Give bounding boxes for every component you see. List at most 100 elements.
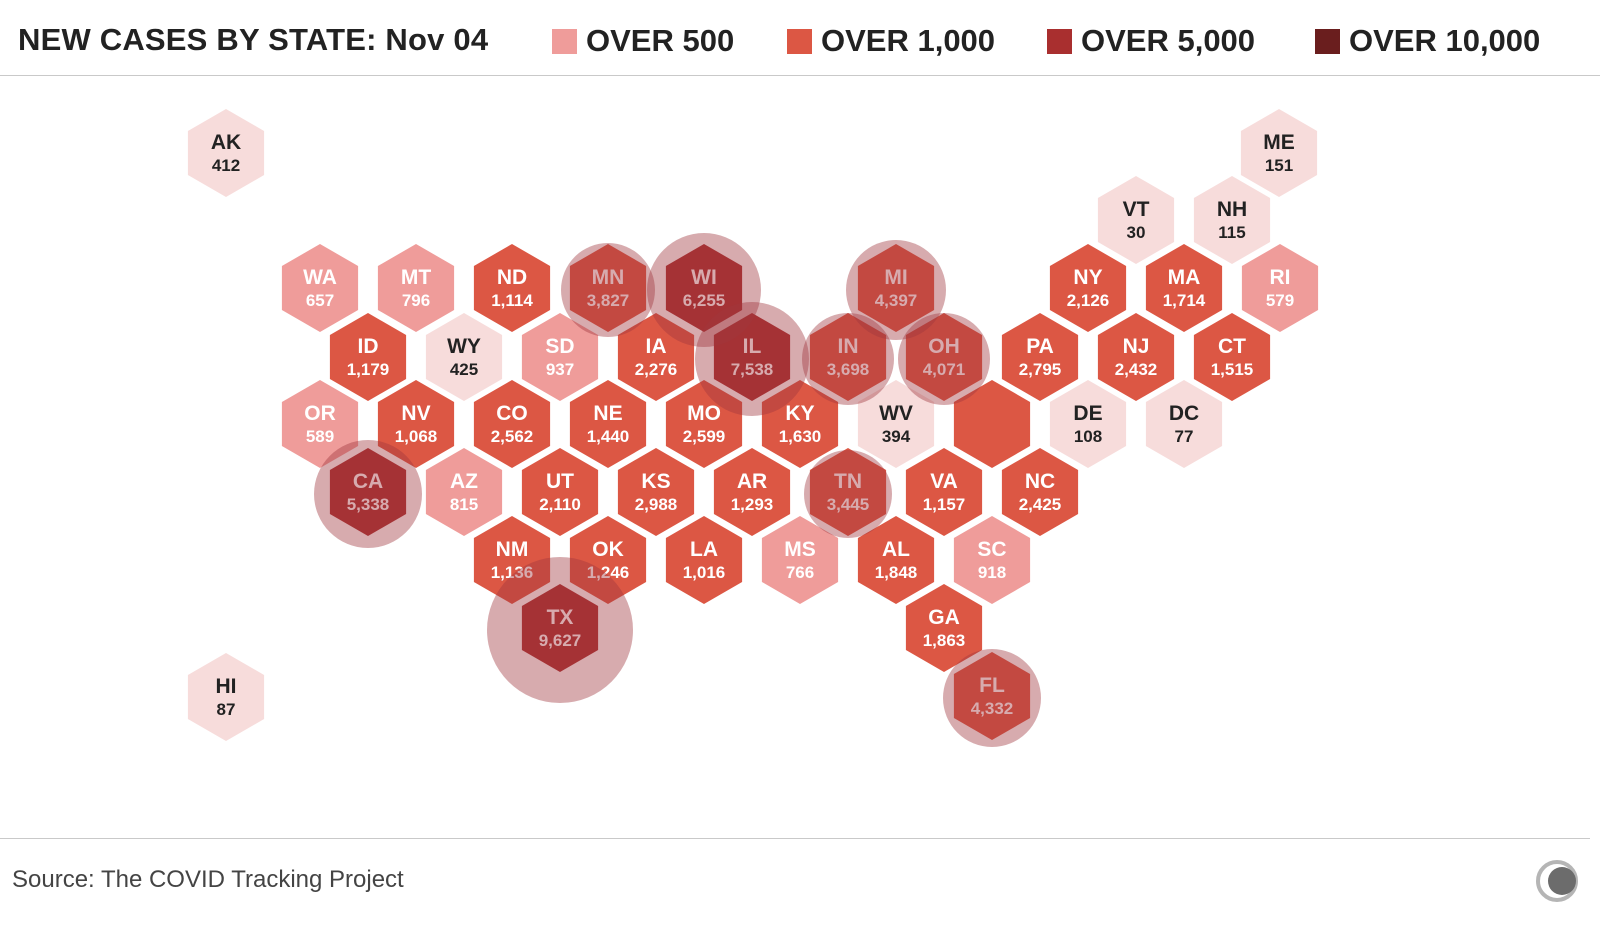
- hex-shape: [1001, 313, 1079, 401]
- hex-shape: [1097, 313, 1175, 401]
- hex-shape: [281, 244, 359, 332]
- state-cases-label: 1,848: [875, 563, 918, 582]
- hex-shape: [857, 380, 935, 468]
- state-hex-in: IN 3,698: [809, 313, 887, 401]
- hex-shape: [377, 380, 455, 468]
- state-cases-label: 2,110: [539, 495, 581, 514]
- state-hex-wv: WV 394: [857, 380, 935, 468]
- state-hex-ma: MA 1,714: [1145, 244, 1223, 332]
- state-hex-ks: KS 2,988: [617, 448, 695, 536]
- legend-label: OVER 1,000: [821, 23, 996, 58]
- header: NEW CASES BY STATE: Nov 04 OVER 500 OVER…: [0, 0, 1600, 76]
- state-abbr-label: CA: [353, 470, 383, 493]
- state-hex-tn: TN 3,445: [809, 448, 887, 536]
- state-hex-ri: RI 579: [1241, 244, 1319, 332]
- state-hex-nm: NM 1,136: [473, 516, 551, 604]
- state-hex-ny: NY 2,126: [1049, 244, 1127, 332]
- state-abbr-label: AR: [737, 470, 767, 493]
- state-abbr-label: VA: [930, 470, 958, 493]
- hex-shape: [1049, 244, 1127, 332]
- state-cases-label: 1,016: [683, 563, 726, 582]
- legend-item-over-10000: OVER 10,000: [1315, 23, 1540, 59]
- hex-shape: [665, 380, 743, 468]
- legend-swatch: [787, 28, 812, 54]
- state-cases-label: 108: [1074, 427, 1102, 446]
- legend-item-over-5000: OVER 5,000: [1047, 23, 1255, 59]
- state-hex-fl: FL 4,332: [953, 652, 1031, 740]
- state-cases-label: 4,332: [971, 699, 1014, 718]
- state-cases-label: 2,432: [1115, 360, 1158, 379]
- state-cases-label: 815: [450, 495, 478, 514]
- state-abbr-label: CO: [496, 402, 528, 425]
- state-abbr-label: WY: [447, 335, 481, 358]
- state-hex-ga: GA 1,863: [905, 584, 983, 672]
- hex-shape: [665, 516, 743, 604]
- state-hex-la: LA 1,016: [665, 516, 743, 604]
- state-abbr-label: AZ: [450, 470, 478, 493]
- covid-tracking-logo-icon: [1536, 860, 1578, 902]
- state-abbr-label: KS: [641, 470, 670, 493]
- state-hex-nj: NJ 2,432: [1097, 313, 1175, 401]
- cases-circle-tx: [487, 557, 633, 703]
- state-abbr-label: LA: [690, 538, 718, 561]
- state-abbr-label: TN: [834, 470, 862, 493]
- state-abbr-label: NC: [1025, 470, 1055, 493]
- state-hex-mn: MN 3,827: [569, 244, 647, 332]
- state-abbr-label: OR: [304, 402, 336, 425]
- state-hex-ca: CA 5,338: [329, 448, 407, 536]
- hex-shape: [281, 380, 359, 468]
- hex-shape: [1049, 380, 1127, 468]
- hex-shape: [953, 380, 1031, 468]
- state-abbr-label: AL: [882, 538, 910, 561]
- state-abbr-label: IA: [646, 335, 667, 358]
- state-abbr-label: NJ: [1123, 335, 1150, 358]
- legend-item-over-1000: OVER 1,000: [787, 23, 995, 59]
- state-hex-or: OR 589: [281, 380, 359, 468]
- state-hex-wy: WY 425: [425, 313, 503, 401]
- state-hex-mi: MI 4,397: [857, 244, 935, 332]
- state-hex-nc: NC 2,425: [1001, 448, 1079, 536]
- cases-circle-il: [695, 302, 809, 416]
- hex-shape: [1097, 176, 1175, 264]
- hex-shape: [1193, 176, 1271, 264]
- hex-shape: [809, 313, 887, 401]
- hex-shape: [905, 448, 983, 536]
- hex-shape: [473, 516, 551, 604]
- state-hex-nh: NH 115: [1193, 176, 1271, 264]
- state-abbr-label: RI: [1270, 266, 1291, 289]
- hex-shape: [473, 244, 551, 332]
- state-cases-label: 9,627: [539, 631, 582, 650]
- state-abbr-label: MS: [784, 538, 816, 561]
- state-abbr-label: ND: [497, 266, 527, 289]
- state-abbr-label: DC: [1169, 402, 1199, 425]
- state-cases-label: 1,136: [491, 563, 534, 582]
- cases-circle-wi: [647, 233, 761, 347]
- state-cases-label: 918: [978, 563, 1006, 582]
- state-abbr-label: SC: [977, 538, 1006, 561]
- source-note: Source: The COVID Tracking Project: [12, 866, 404, 893]
- state-hex-pa: PA 2,795: [1001, 313, 1079, 401]
- state-hex-sc: SC 918: [953, 516, 1031, 604]
- hex-shape: [665, 244, 743, 332]
- legend-swatch: [1315, 28, 1340, 54]
- state-hex-dc: DC 77: [1145, 380, 1223, 468]
- state-abbr-label: WA: [303, 266, 337, 289]
- hex-shape: [329, 448, 407, 536]
- state-abbr-label: NE: [593, 402, 622, 425]
- legend-label: OVER 5,000: [1081, 23, 1256, 58]
- state-cases-label: 1,863: [923, 631, 966, 650]
- hex-shape: [473, 380, 551, 468]
- legend-item-over-500: OVER 500: [552, 23, 734, 59]
- state-cases-label: 6,255: [683, 291, 726, 310]
- state-hex-az: AZ 815: [425, 448, 503, 536]
- state-hex-oh: OH 4,071: [905, 313, 983, 401]
- state-abbr-label: MI: [884, 266, 907, 289]
- state-abbr-label: IL: [743, 335, 762, 358]
- hex-shape: [761, 380, 839, 468]
- state-cases-label: 2,988: [635, 495, 678, 514]
- state-abbr-label: ID: [358, 335, 379, 358]
- state-hex-il: IL 7,538: [713, 313, 791, 401]
- state-abbr-label: GA: [928, 606, 960, 629]
- state-abbr-label: UT: [546, 470, 574, 493]
- state-abbr-label: OK: [592, 538, 624, 561]
